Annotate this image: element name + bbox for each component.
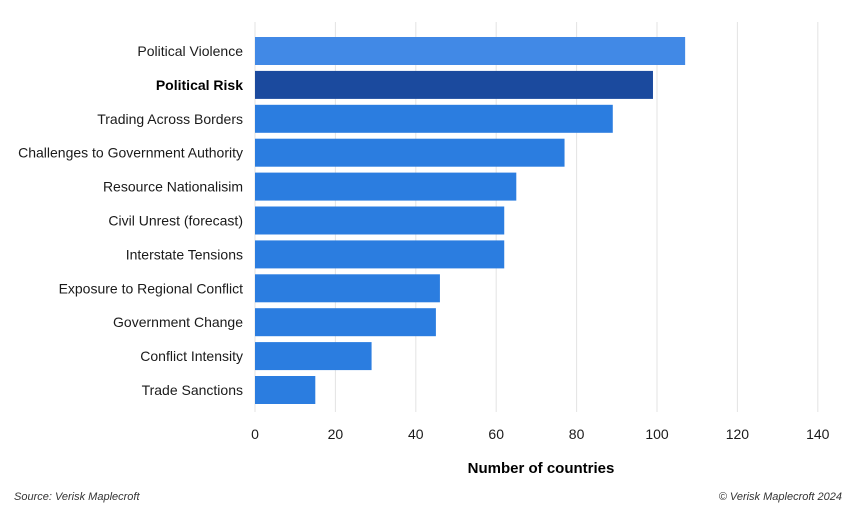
bars — [255, 37, 686, 404]
bar-6 — [255, 240, 505, 269]
bar-5 — [255, 206, 505, 235]
bar-8 — [255, 308, 436, 337]
x-tick-labels: 0 20 40 60 80 100 120 140 — [251, 426, 830, 442]
category-label: Political Violence — [137, 43, 243, 59]
x-tick-label: 80 — [569, 426, 585, 442]
category-label: Trading Across Borders — [97, 111, 243, 127]
bar-0 — [255, 37, 686, 65]
category-label: Resource Nationalisim — [103, 179, 243, 195]
category-labels: Political Violence Political Risk Trading … — [18, 43, 243, 398]
category-label: Civil Unrest (forecast) — [108, 213, 243, 229]
category-label: Exposure to Regional Conflict — [59, 280, 244, 296]
x-tick-label: 120 — [726, 426, 750, 442]
bar-4 — [255, 172, 517, 201]
category-label: Political Risk — [156, 77, 243, 93]
bar-10 — [255, 376, 316, 404]
category-label: Interstate Tensions — [126, 246, 243, 262]
source-note: Source: Verisk Maplecroft — [14, 491, 140, 503]
x-tick-label: 40 — [408, 426, 424, 442]
x-tick-label: 0 — [251, 426, 259, 442]
copyright-note: © Verisk Maplecroft 2024 — [718, 491, 842, 503]
category-label: Government Change — [113, 314, 243, 330]
bar-3 — [255, 138, 565, 167]
x-tick-label: 60 — [488, 426, 504, 442]
bar-9 — [255, 342, 372, 371]
x-tick-label: 20 — [328, 426, 344, 442]
category-label: Conflict Intensity — [140, 348, 243, 364]
x-axis-title: Number of countries — [468, 460, 615, 477]
bar-1 — [255, 70, 653, 99]
bar-2 — [255, 104, 613, 133]
category-label: Trade Sanctions — [142, 382, 243, 398]
x-tick-label: 100 — [645, 426, 669, 442]
x-tick-label: 140 — [806, 426, 830, 442]
category-label: Challenges to Government Authority — [18, 145, 243, 161]
bar-7 — [255, 274, 440, 303]
